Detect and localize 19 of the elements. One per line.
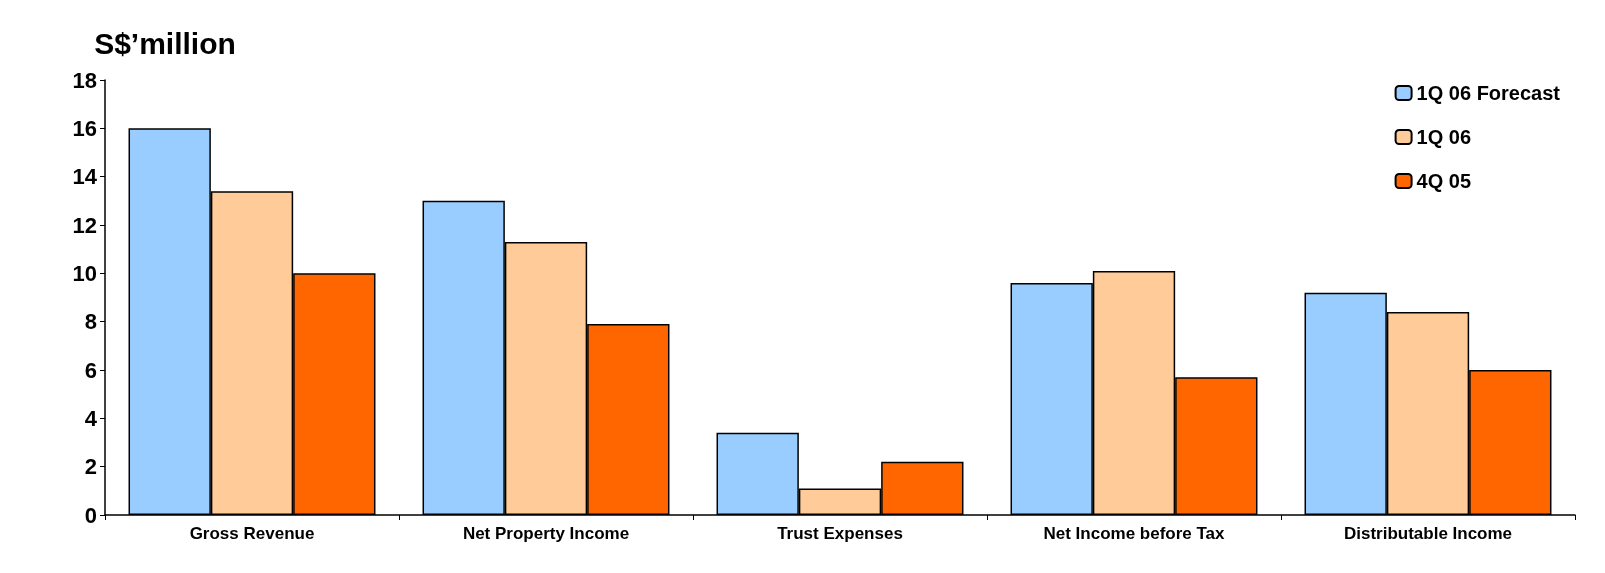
y-tick-label: 16: [72, 115, 97, 141]
x-tick-label: Trust Expenses: [777, 523, 903, 543]
y-axis-title: S$’million: [94, 26, 236, 60]
legend-label: 1Q 06: [1416, 126, 1472, 148]
y-tick-label: 8: [84, 309, 97, 335]
x-tick-label: Net Income before Tax: [1043, 523, 1226, 543]
y-tick-label: 12: [72, 212, 97, 238]
y-tick-label: 4: [84, 405, 98, 431]
y-tick-label: 6: [84, 357, 97, 383]
y-tick-label: 18: [72, 67, 97, 93]
x-tick-label: Distributable Income: [1343, 523, 1513, 543]
y-tick-label: 14: [72, 164, 98, 190]
legend-label: 1Q 06 Forecast: [1416, 82, 1561, 104]
legend-label: 4Q 05: [1416, 170, 1472, 192]
y-tick-label: 0: [84, 502, 97, 528]
x-tick-label: Net Property Income: [462, 523, 630, 543]
x-tick-label: Gross Revenue: [189, 523, 315, 543]
y-tick-label: 2: [84, 454, 97, 480]
y-tick-label: 10: [72, 260, 97, 286]
